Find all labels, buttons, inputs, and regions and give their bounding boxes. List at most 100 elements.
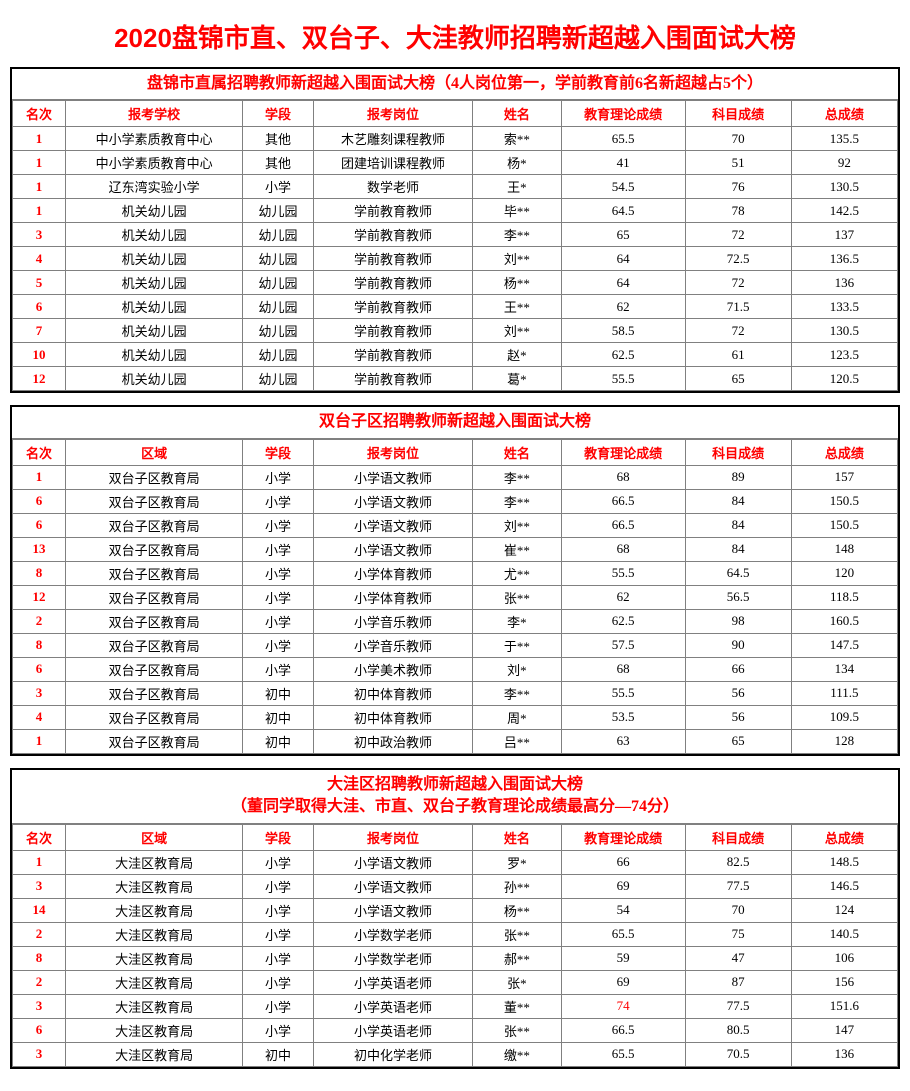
data-cell: 66.5 [561, 489, 685, 513]
data-cell: 刘* [473, 657, 562, 681]
rank-cell: 2 [13, 970, 66, 994]
data-cell: 杨** [473, 898, 562, 922]
table-row: 4机关幼儿园幼儿园学前教育教师刘**6472.5136.5 [13, 247, 898, 271]
data-cell: 小学 [243, 489, 314, 513]
table-row: 7机关幼儿园幼儿园学前教育教师刘**58.572130.5 [13, 319, 898, 343]
data-cell: 幼儿园 [243, 343, 314, 367]
data-cell: 小学 [243, 994, 314, 1018]
table-row: 3机关幼儿园幼儿园学前教育教师李**6572137 [13, 223, 898, 247]
data-cell: 84 [685, 537, 791, 561]
data-cell: 136 [791, 271, 897, 295]
data-cell: 小学英语老师 [313, 994, 472, 1018]
data-cell: 61 [685, 343, 791, 367]
col-header: 学段 [243, 824, 314, 850]
data-cell: 双台子区教育局 [66, 561, 243, 585]
data-cell: 幼儿园 [243, 295, 314, 319]
data-cell: 小学数学老师 [313, 946, 472, 970]
data-cell: 李* [473, 609, 562, 633]
data-cell: 64.5 [685, 561, 791, 585]
rank-cell: 8 [13, 946, 66, 970]
col-header: 报考岗位 [313, 101, 472, 127]
data-cell: 140.5 [791, 922, 897, 946]
data-cell: 中小学素质教育中心 [66, 127, 243, 151]
data-cell: 张* [473, 970, 562, 994]
table-row: 3大洼区教育局小学小学语文教师孙**6977.5146.5 [13, 874, 898, 898]
data-cell: 70 [685, 127, 791, 151]
data-cell: 机关幼儿园 [66, 367, 243, 391]
data-cell: 李** [473, 489, 562, 513]
table-row: 6双台子区教育局小学小学语文教师刘**66.584150.5 [13, 513, 898, 537]
rank-cell: 6 [13, 489, 66, 513]
data-cell: 133.5 [791, 295, 897, 319]
data-cell: 68 [561, 465, 685, 489]
data-cell: 53.5 [561, 705, 685, 729]
data-cell: 62.5 [561, 343, 685, 367]
rank-cell: 1 [13, 175, 66, 199]
data-cell: 小学 [243, 898, 314, 922]
data-cell: 周* [473, 705, 562, 729]
data-cell: 小学 [243, 513, 314, 537]
rank-cell: 8 [13, 561, 66, 585]
col-header: 区域 [66, 824, 243, 850]
data-cell: 70 [685, 898, 791, 922]
rank-cell: 2 [13, 609, 66, 633]
data-cell: 65 [561, 223, 685, 247]
data-cell: 双台子区教育局 [66, 729, 243, 753]
data-cell: 136.5 [791, 247, 897, 271]
data-cell: 55.5 [561, 367, 685, 391]
data-cell: 69 [561, 970, 685, 994]
section-title: 盘锦市直属招聘教师新超越入围面试大榜（4人岗位第一，学前教育前6名新超越占5个） [12, 69, 898, 100]
data-cell: 小学 [243, 970, 314, 994]
data-cell: 118.5 [791, 585, 897, 609]
data-cell: 小学数学老师 [313, 922, 472, 946]
data-cell: 双台子区教育局 [66, 537, 243, 561]
data-cell: 小学语文教师 [313, 465, 472, 489]
data-cell: 64 [561, 271, 685, 295]
col-header: 总成绩 [791, 101, 897, 127]
table-row: 2大洼区教育局小学小学英语老师张*6987156 [13, 970, 898, 994]
data-cell: 机关幼儿园 [66, 343, 243, 367]
col-header: 学段 [243, 439, 314, 465]
data-cell: 51 [685, 151, 791, 175]
col-header: 报考岗位 [313, 824, 472, 850]
data-cell: 146.5 [791, 874, 897, 898]
table-row: 3双台子区教育局初中初中体育教师李**55.556111.5 [13, 681, 898, 705]
data-cell: 80.5 [685, 1018, 791, 1042]
data-cell: 机关幼儿园 [66, 223, 243, 247]
data-cell: 初中体育教师 [313, 705, 472, 729]
data-cell: 大洼区教育局 [66, 994, 243, 1018]
data-cell: 109.5 [791, 705, 897, 729]
data-cell: 双台子区教育局 [66, 609, 243, 633]
data-cell: 大洼区教育局 [66, 922, 243, 946]
data-cell: 刘** [473, 247, 562, 271]
data-cell: 120 [791, 561, 897, 585]
data-cell: 吕** [473, 729, 562, 753]
data-cell: 张** [473, 1018, 562, 1042]
data-cell: 54 [561, 898, 685, 922]
section-2: 大洼区招聘教师新超越入围面试大榜（董同学取得大洼、市直、双台子教育理论成绩最高分… [10, 768, 900, 1069]
data-cell: 小学 [243, 585, 314, 609]
data-cell: 156 [791, 970, 897, 994]
table-row: 1中小学素质教育中心其他团建培训课程教师杨*415192 [13, 151, 898, 175]
data-cell: 赵* [473, 343, 562, 367]
data-cell: 刘** [473, 319, 562, 343]
data-cell: 137 [791, 223, 897, 247]
data-cell: 初中 [243, 681, 314, 705]
data-cell: 双台子区教育局 [66, 705, 243, 729]
data-cell: 小学体育教师 [313, 585, 472, 609]
table-row: 1大洼区教育局小学小学语文教师罗*6682.5148.5 [13, 850, 898, 874]
rank-cell: 1 [13, 465, 66, 489]
data-cell: 147.5 [791, 633, 897, 657]
data-cell: 56.5 [685, 585, 791, 609]
table-row: 6双台子区教育局小学小学美术教师刘*6866134 [13, 657, 898, 681]
data-cell: 李** [473, 681, 562, 705]
data-cell: 于** [473, 633, 562, 657]
data-cell: 双台子区教育局 [66, 585, 243, 609]
col-header: 报考岗位 [313, 439, 472, 465]
data-table: 名次区域学段报考岗位姓名教育理论成绩科目成绩总成绩1双台子区教育局小学小学语文教… [12, 439, 898, 754]
table-row: 1双台子区教育局初中初中政治教师吕**6365128 [13, 729, 898, 753]
data-cell: 李** [473, 465, 562, 489]
table-row: 13双台子区教育局小学小学语文教师崔**6884148 [13, 537, 898, 561]
data-cell: 大洼区教育局 [66, 850, 243, 874]
rank-cell: 6 [13, 295, 66, 319]
